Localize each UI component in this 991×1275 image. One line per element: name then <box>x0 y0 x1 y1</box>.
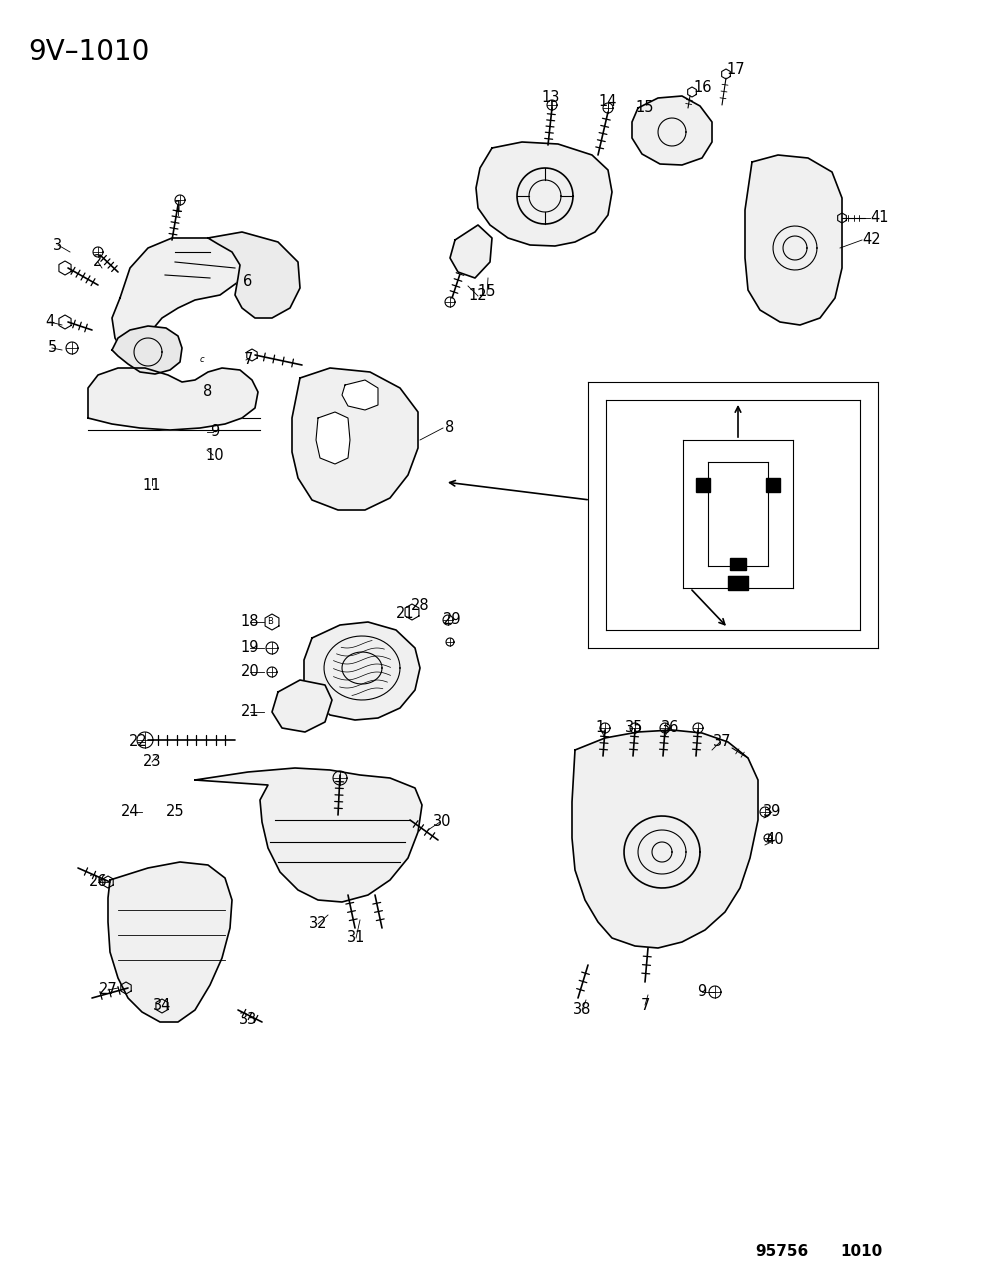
Text: 4: 4 <box>46 315 55 329</box>
Text: 41: 41 <box>870 210 889 226</box>
Text: 7: 7 <box>244 352 253 367</box>
Text: 30: 30 <box>433 815 451 830</box>
Polygon shape <box>766 478 780 492</box>
Polygon shape <box>696 478 710 492</box>
Text: 9V–1010: 9V–1010 <box>28 38 150 66</box>
Text: 16: 16 <box>693 80 712 96</box>
Polygon shape <box>730 558 746 570</box>
Text: 18: 18 <box>241 615 260 630</box>
Text: 1: 1 <box>173 200 182 215</box>
Text: 19: 19 <box>241 640 260 655</box>
Text: 22: 22 <box>129 734 148 750</box>
Polygon shape <box>112 326 182 374</box>
Polygon shape <box>632 96 712 164</box>
Text: 34: 34 <box>153 998 171 1014</box>
Polygon shape <box>342 380 378 411</box>
Text: 14: 14 <box>599 94 617 110</box>
Polygon shape <box>572 731 758 949</box>
Text: 42: 42 <box>862 232 881 247</box>
Text: B: B <box>267 617 273 626</box>
Polygon shape <box>112 238 245 365</box>
Text: 5: 5 <box>48 340 56 356</box>
Text: 32: 32 <box>309 917 327 932</box>
Text: c: c <box>200 354 204 363</box>
Text: 9: 9 <box>210 425 220 440</box>
Text: 11: 11 <box>143 478 162 492</box>
Polygon shape <box>476 142 612 246</box>
Text: 10: 10 <box>206 448 224 463</box>
Polygon shape <box>88 368 258 430</box>
Text: 29: 29 <box>443 612 462 627</box>
Text: 27: 27 <box>99 983 117 997</box>
Text: 8: 8 <box>203 385 213 399</box>
Text: 25: 25 <box>165 805 184 820</box>
Text: 6: 6 <box>244 274 253 289</box>
Text: 33: 33 <box>239 1012 257 1028</box>
Text: 31: 31 <box>347 931 366 946</box>
Text: 35: 35 <box>624 720 643 736</box>
Text: 23: 23 <box>143 755 162 770</box>
Polygon shape <box>316 412 350 464</box>
Text: 15: 15 <box>635 101 653 116</box>
Text: 7: 7 <box>640 997 650 1012</box>
Text: 39: 39 <box>763 805 781 820</box>
Text: 1010: 1010 <box>840 1244 882 1260</box>
Text: 1: 1 <box>596 720 605 736</box>
Polygon shape <box>450 224 492 278</box>
Text: 36: 36 <box>661 720 679 736</box>
Text: 13: 13 <box>542 91 560 106</box>
Text: 28: 28 <box>410 598 429 612</box>
Polygon shape <box>728 576 748 590</box>
Text: 17: 17 <box>726 62 744 78</box>
Text: 21: 21 <box>241 705 260 719</box>
Text: 40: 40 <box>766 833 784 848</box>
Text: c: c <box>133 346 138 354</box>
Polygon shape <box>292 368 418 510</box>
Polygon shape <box>108 862 232 1023</box>
Text: 9: 9 <box>698 984 707 1000</box>
Text: 95756: 95756 <box>755 1244 808 1260</box>
Polygon shape <box>304 622 420 720</box>
Polygon shape <box>272 680 332 732</box>
Text: 3: 3 <box>54 237 62 252</box>
Text: 38: 38 <box>573 1002 592 1017</box>
Text: 12: 12 <box>469 288 488 303</box>
Text: 24: 24 <box>121 805 140 820</box>
Text: 20: 20 <box>241 664 260 680</box>
Text: 21: 21 <box>395 606 414 621</box>
Text: 26: 26 <box>88 875 107 890</box>
Polygon shape <box>195 768 422 901</box>
Text: 8: 8 <box>445 421 454 436</box>
Polygon shape <box>208 232 300 317</box>
Text: c: c <box>140 333 145 343</box>
Text: 15: 15 <box>478 284 496 300</box>
Text: 37: 37 <box>713 734 731 750</box>
Polygon shape <box>745 156 842 325</box>
Text: 2: 2 <box>93 255 103 269</box>
